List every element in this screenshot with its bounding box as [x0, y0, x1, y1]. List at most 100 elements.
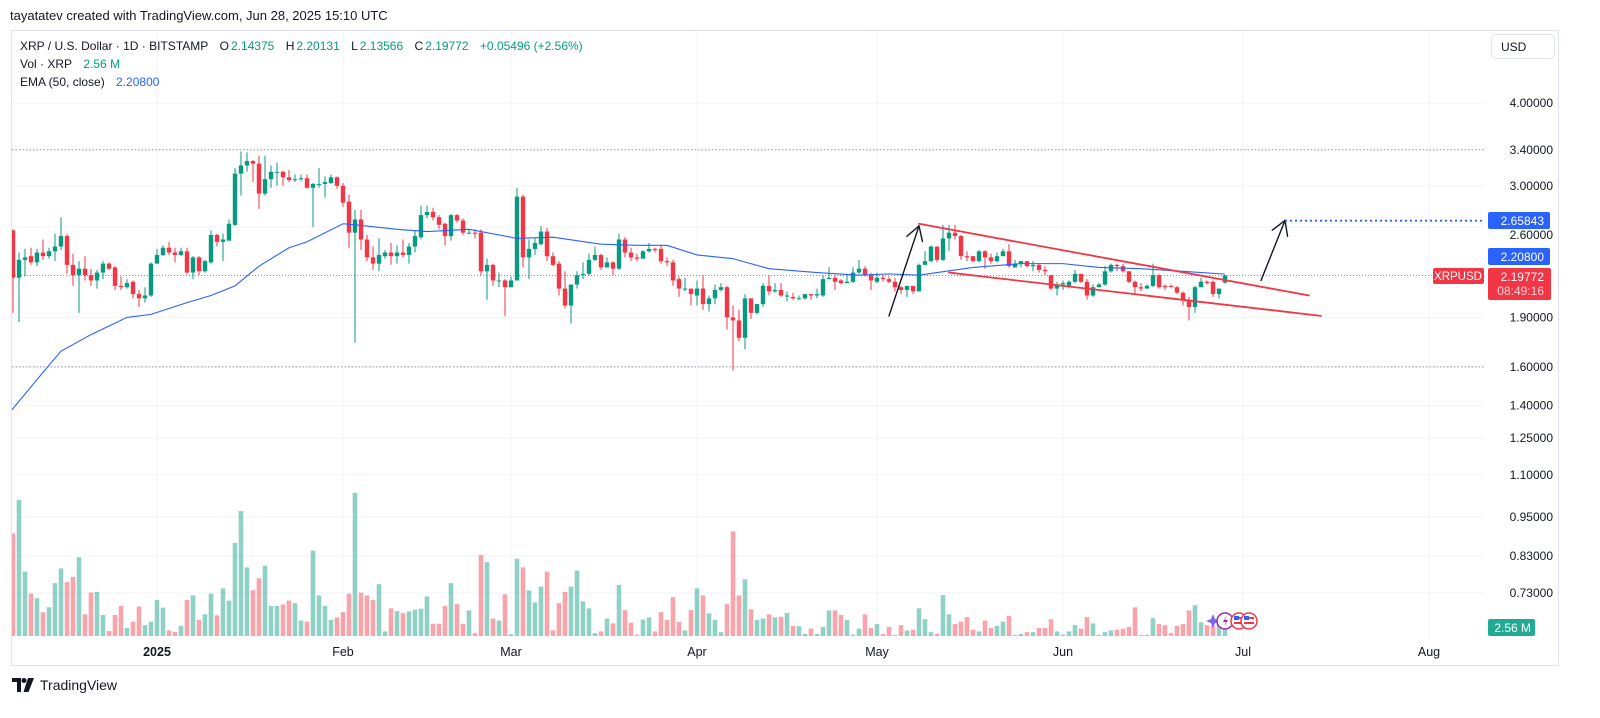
- volume-bar: [826, 610, 832, 636]
- legend-ema[interactable]: EMA (50, close) 2.20800: [20, 75, 161, 89]
- arrow-up-1[interactable]: [888, 225, 920, 317]
- volume-bar: [1096, 634, 1102, 636]
- price-axis[interactable]: 4.00000 3.40000 3.00000 2.60000 1.90000 1.600…: [1510, 96, 1554, 600]
- volume-bar: [490, 618, 496, 636]
- volume-bar: [1048, 619, 1054, 636]
- arrow-head: [906, 225, 920, 238]
- close-label: C: [414, 39, 424, 53]
- volume-bar: [1132, 607, 1138, 636]
- volume-bar: [1180, 624, 1186, 636]
- volume-bar: [1114, 629, 1120, 636]
- lightning-glyph: [1223, 615, 1228, 627]
- candle-body: [388, 252, 394, 257]
- volume-bar: [868, 627, 874, 636]
- candle-body: [184, 251, 190, 273]
- event-markers[interactable]: [1206, 612, 1258, 630]
- volume-bar: [430, 623, 436, 636]
- candle-body: [904, 285, 910, 290]
- price-axis-label: 0.83000: [1510, 549, 1554, 563]
- volume-bar: [640, 619, 646, 636]
- ema-label: EMA (50, close): [20, 75, 105, 89]
- volume-bar: [52, 583, 58, 636]
- volume-bar: [112, 615, 118, 636]
- time-axis[interactable]: 2025 Feb Mar Apr May Jun Jul Aug: [143, 645, 1440, 659]
- candle-body: [598, 254, 604, 268]
- ema-50-line: [12, 223, 1226, 411]
- open-label: O: [219, 39, 229, 53]
- candle-body: [568, 284, 574, 306]
- volume-bar: [1222, 627, 1228, 636]
- candle-body: [418, 215, 424, 238]
- price-axis-label: 3.00000: [1510, 179, 1554, 193]
- candle-body: [232, 173, 238, 225]
- volume-bar: [922, 619, 928, 636]
- volume-bar: [1054, 631, 1060, 636]
- volume-bar: [694, 588, 700, 636]
- plot-area[interactable]: [5, 149, 1484, 636]
- channel-upper-line[interactable]: [918, 222, 1310, 297]
- volume-bar: [94, 591, 100, 636]
- channel-lower-line[interactable]: [948, 271, 1322, 317]
- candle-body: [1006, 251, 1012, 267]
- volume-bar: [904, 630, 910, 636]
- candle-body: [724, 287, 730, 318]
- candle-body: [298, 178, 304, 180]
- volume-bar: [544, 571, 550, 636]
- volume-bar: [742, 579, 748, 636]
- candle-body: [748, 298, 754, 313]
- tradingview-wordmark: TradingView: [40, 677, 118, 693]
- volume-bar: [484, 562, 490, 636]
- candle-body: [316, 183, 322, 185]
- volume-bar: [136, 606, 142, 636]
- candle-body: [490, 264, 496, 281]
- volume-bar: [238, 511, 244, 636]
- volume-bar: [1036, 627, 1042, 636]
- time-axis-label: Mar: [500, 645, 522, 659]
- candle-body: [112, 267, 118, 286]
- volume-bar: [448, 583, 454, 636]
- candle-body: [106, 263, 112, 269]
- currency-button[interactable]: USD: [1491, 34, 1555, 59]
- candle-body: [244, 161, 250, 166]
- volume-bar: [40, 612, 46, 636]
- volume-bar: [520, 567, 526, 636]
- price-tag-target: 2.65843: [1488, 212, 1550, 229]
- drawings[interactable]: [888, 219, 1484, 317]
- volume-bar: [178, 625, 184, 636]
- candle-body: [1096, 284, 1102, 288]
- symbol-description[interactable]: XRP / U.S. Dollar · 1D · BITSTAMP: [20, 39, 209, 53]
- candle-body: [478, 232, 484, 272]
- volume-bar: [1210, 625, 1216, 636]
- candle-body: [172, 252, 178, 255]
- volume-bar: [844, 619, 850, 636]
- candle-body: [1042, 269, 1048, 272]
- candle-body: [754, 304, 760, 313]
- volume-bar: [526, 590, 532, 636]
- volume-bar: [586, 608, 592, 636]
- volume-bar: [322, 605, 328, 636]
- volume-bar: [634, 634, 640, 636]
- sparkle-icon[interactable]: [1206, 614, 1220, 628]
- candle-body: [628, 252, 634, 258]
- arrow-head: [918, 225, 924, 243]
- price-tag-ema-text: 2.20800: [1501, 250, 1545, 264]
- volume-bar: [1072, 625, 1078, 636]
- volume-bar: [22, 571, 28, 636]
- candle-body: [262, 179, 268, 194]
- candle-body: [466, 232, 472, 234]
- symbol-tag-text: XRPUSD: [1434, 271, 1482, 283]
- volume-bar: [466, 610, 472, 636]
- candle-body: [88, 275, 94, 281]
- volume-bar: [1060, 634, 1066, 636]
- arrow-up-2[interactable]: [1260, 219, 1286, 282]
- candle-body: [646, 248, 652, 252]
- legend-volume[interactable]: Vol · XRP 2.56 M: [20, 57, 122, 71]
- volume-bar: [1000, 621, 1006, 636]
- candle-body: [946, 232, 952, 239]
- candle-body: [604, 262, 610, 268]
- candle-body: [166, 247, 172, 253]
- us-flag-event-icon[interactable]: [1240, 612, 1258, 630]
- candle-body: [778, 289, 784, 296]
- volume-bar: [250, 590, 256, 636]
